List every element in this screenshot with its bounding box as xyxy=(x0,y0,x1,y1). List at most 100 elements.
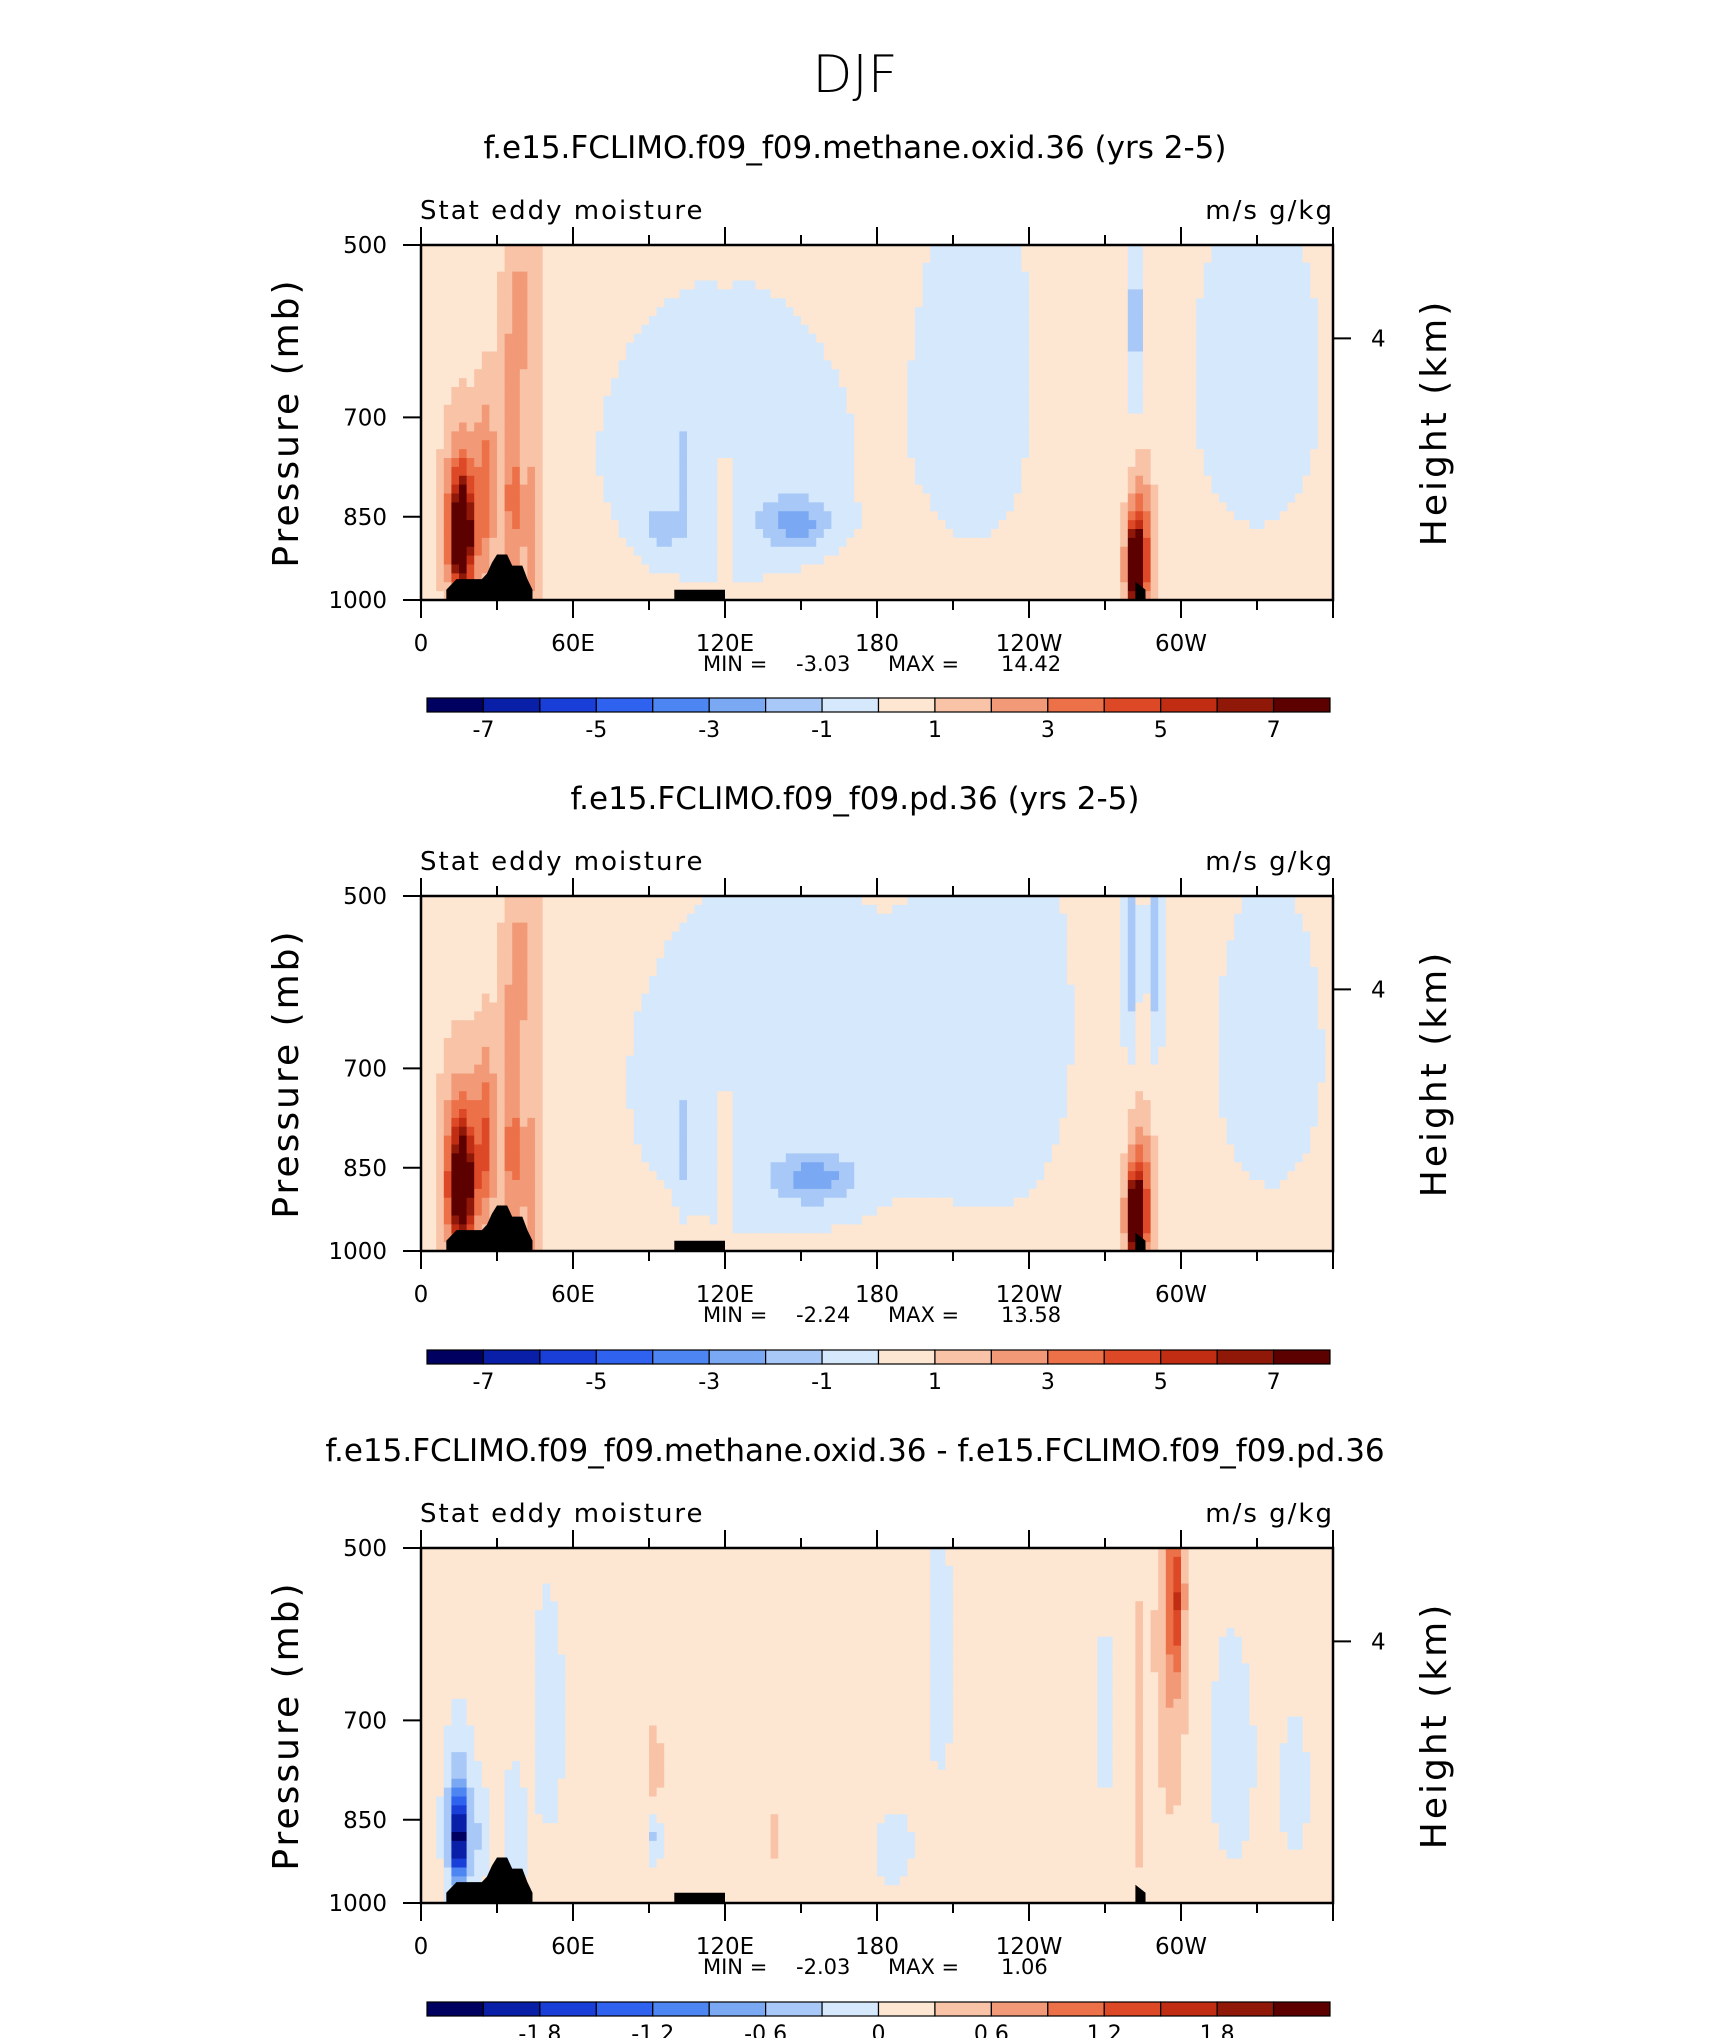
field-cell xyxy=(839,405,847,414)
field-cell xyxy=(1227,352,1235,361)
field-cell xyxy=(1204,325,1212,334)
field-cell xyxy=(1021,556,1029,565)
field-cell xyxy=(824,272,832,281)
field-cell xyxy=(451,529,459,538)
field-cell xyxy=(512,431,520,440)
field-cell xyxy=(459,281,467,290)
field-cell xyxy=(1280,556,1288,565)
field-cell xyxy=(824,325,832,334)
field-cell xyxy=(657,440,665,449)
field-cell xyxy=(1075,298,1083,307)
field-cell xyxy=(763,565,771,574)
field-cell xyxy=(816,378,824,387)
field-cell xyxy=(983,263,991,272)
field-cell xyxy=(1151,343,1159,352)
field-cell xyxy=(824,476,832,485)
field-cell xyxy=(717,254,725,263)
field-cell xyxy=(877,467,885,476)
field-cell xyxy=(771,431,779,440)
field-cell xyxy=(816,556,824,565)
field-cell xyxy=(733,423,741,432)
field-cell xyxy=(900,387,908,396)
field-cell xyxy=(634,529,642,538)
field-cell xyxy=(1173,449,1181,458)
field-cell xyxy=(687,378,695,387)
field-cell xyxy=(619,272,627,281)
field-cell xyxy=(619,369,627,378)
field-cell xyxy=(733,263,741,272)
field-cell xyxy=(831,547,839,556)
field-cell xyxy=(550,494,558,503)
field-cell xyxy=(717,520,725,529)
field-cell xyxy=(1105,511,1113,520)
field-cell xyxy=(862,343,870,352)
field-cell xyxy=(1310,494,1318,503)
field-cell xyxy=(573,529,581,538)
field-cell xyxy=(1052,502,1060,511)
field-cell xyxy=(733,343,741,352)
field-cell xyxy=(763,360,771,369)
field-cell xyxy=(1075,458,1083,467)
field-cell xyxy=(1014,352,1022,361)
field-cell xyxy=(1037,449,1045,458)
field-cell xyxy=(1120,281,1128,290)
field-cell xyxy=(847,440,855,449)
field-cell xyxy=(983,369,991,378)
field-cell xyxy=(1196,405,1204,414)
field-cell xyxy=(1151,538,1159,547)
field-cell xyxy=(869,298,877,307)
field-cell xyxy=(429,343,437,352)
field-cell xyxy=(1006,423,1014,432)
field-cell xyxy=(1189,307,1197,316)
field-cell xyxy=(983,529,991,538)
field-cell xyxy=(1151,405,1159,414)
field-cell xyxy=(1196,458,1204,467)
field-cell xyxy=(558,467,566,476)
field-cell xyxy=(755,494,763,503)
field-cell xyxy=(938,582,946,591)
field-cell xyxy=(1037,272,1045,281)
field-cell xyxy=(687,414,695,423)
field-cell xyxy=(1173,494,1181,503)
field-cell xyxy=(1082,405,1090,414)
field-cell xyxy=(581,511,589,520)
field-cell xyxy=(1310,476,1318,485)
field-cell xyxy=(1166,272,1174,281)
field-cell xyxy=(748,458,756,467)
field-cell xyxy=(1158,458,1166,467)
field-cell xyxy=(1189,334,1197,343)
field-cell xyxy=(786,476,794,485)
field-cell xyxy=(1204,520,1212,529)
field-cell xyxy=(763,334,771,343)
field-cell xyxy=(603,520,611,529)
field-cell xyxy=(1143,352,1151,361)
field-cell xyxy=(983,440,991,449)
field-cell xyxy=(679,440,687,449)
field-cell xyxy=(702,476,710,485)
field-cell xyxy=(725,565,733,574)
field-cell xyxy=(1280,547,1288,556)
field-cell xyxy=(1310,502,1318,511)
field-cell xyxy=(1295,485,1303,494)
field-cell xyxy=(1128,565,1136,574)
field-cell xyxy=(1196,494,1204,503)
field-cell xyxy=(1075,573,1083,582)
field-cell xyxy=(1067,556,1075,565)
field-cell xyxy=(550,325,558,334)
field-cell xyxy=(535,423,543,432)
field-cell xyxy=(831,298,839,307)
field-cell xyxy=(695,396,703,405)
field-cell xyxy=(679,369,687,378)
field-cell xyxy=(657,494,665,503)
field-cell xyxy=(596,494,604,503)
field-cell xyxy=(1189,467,1197,476)
field-cell xyxy=(930,334,938,343)
field-cell xyxy=(1113,281,1121,290)
field-cell xyxy=(755,352,763,361)
field-cell xyxy=(550,582,558,591)
field-cell xyxy=(892,502,900,511)
field-cell xyxy=(1143,334,1151,343)
field-cell xyxy=(1113,298,1121,307)
field-cell xyxy=(512,529,520,538)
field-cell xyxy=(467,254,475,263)
